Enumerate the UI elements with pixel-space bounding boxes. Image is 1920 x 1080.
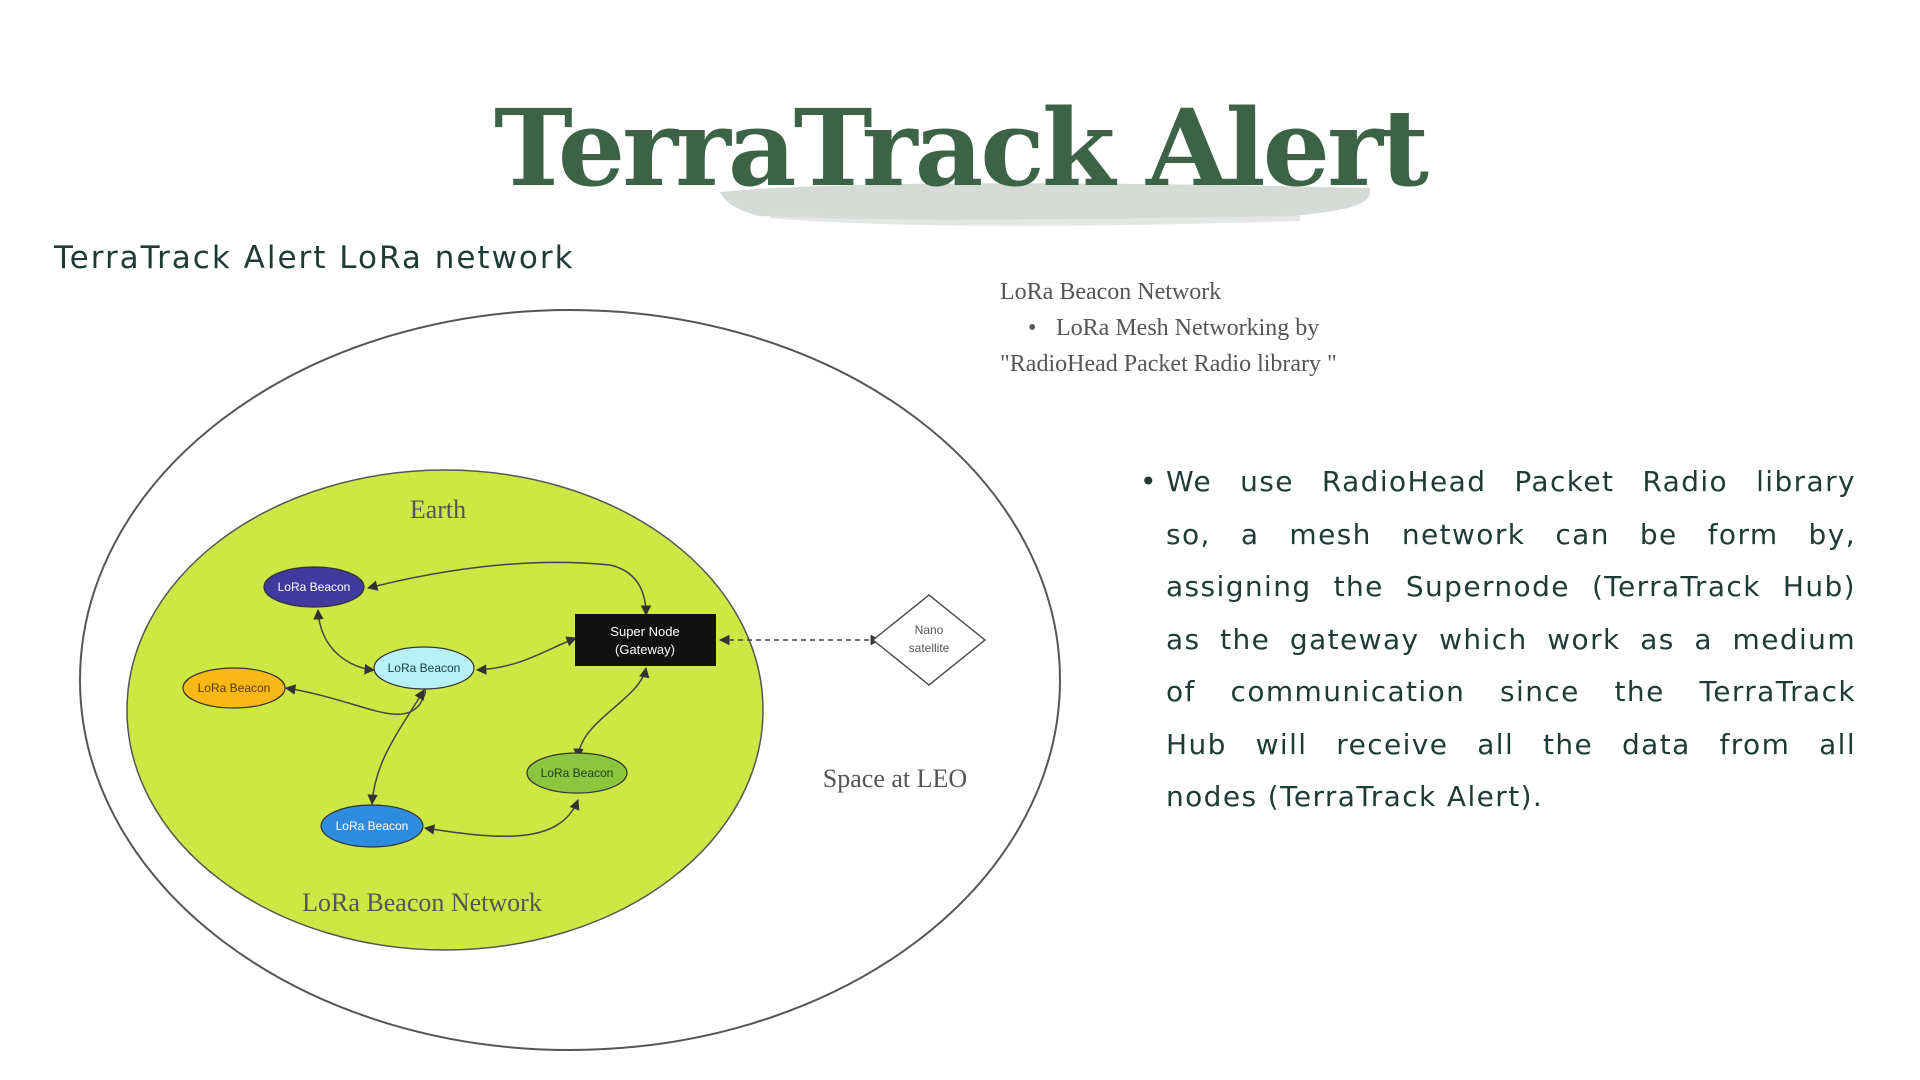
satellite-label-line1: Nano	[915, 623, 944, 637]
link-beacon-beacon	[313, 608, 376, 675]
title-banner: TerraTrack Alert	[0, 70, 1920, 240]
nano-satellite-node: Nano satellite	[871, 594, 987, 686]
description-line: of communication since the TerraTrack	[1166, 675, 1856, 708]
description-line: We use RadioHead Packet Radio library	[1166, 465, 1856, 498]
bullet-icon: •	[1140, 465, 1158, 498]
beacon-label: LoRa Beacon	[198, 681, 271, 695]
earth-region	[126, 469, 764, 951]
bullet-icon: •	[1028, 315, 1037, 341]
note-continuation: "RadioHead Packet Radio library "	[1000, 351, 1337, 377]
brush-stroke-decoration	[720, 183, 1371, 226]
satellite-label-line2: satellite	[909, 641, 950, 655]
note-heading: LoRa Beacon Network	[1000, 279, 1222, 305]
section-heading: TerraTrack Alert LoRa network	[54, 240, 575, 276]
page-title: TerraTrack Alert	[494, 85, 1429, 210]
link-beacon-gateway-2	[475, 636, 577, 675]
space-boundary	[79, 309, 1061, 1051]
space-label: Space at LEO	[823, 764, 967, 793]
description-line: assigning the Supernode (TerraTrack Hub)	[1166, 570, 1856, 603]
description-line: Hub will receive all the data from all	[1166, 727, 1856, 761]
gateway-label-line1: Super Node	[610, 624, 679, 639]
super-node-gateway: Super Node (Gateway)	[575, 614, 716, 666]
link-gateway-beacon	[573, 666, 650, 760]
description-line: nodes (TerraTrack Alert).	[1166, 780, 1544, 813]
beacon-label: LoRa Beacon	[336, 819, 409, 833]
lora-beacon-node: LoRa Beacon	[263, 566, 365, 608]
beacon-label: LoRa Beacon	[388, 661, 461, 675]
description-bullet: • We use RadioHead Packet Radio library …	[1140, 456, 1856, 824]
connection-links	[284, 561, 882, 837]
lora-beacon-node: LoRa Beacon	[182, 667, 286, 709]
lora-beacon-node: LoRa Beacon	[320, 804, 424, 848]
network-label: LoRa Beacon Network	[302, 888, 542, 917]
lora-beacon-node: LoRa Beacon	[373, 646, 475, 690]
lora-beacon-node: LoRa Beacon	[526, 752, 628, 794]
gateway-label-line2: (Gateway)	[615, 642, 675, 657]
beacon-label: LoRa Beacon	[278, 580, 351, 594]
link-beacon-beacon-4	[423, 799, 580, 837]
note-bullet-item: • LoRa Mesh Networking by	[1000, 310, 1420, 346]
description-line: so, a mesh network can be form by,	[1166, 517, 1856, 551]
beacon-label: LoRa Beacon	[541, 766, 614, 780]
description-line: as the gateway which work as a medium	[1166, 622, 1856, 656]
link-beacon-beacon-3	[367, 689, 425, 806]
note-bullet-text: LoRa Mesh Networking by	[1056, 315, 1320, 341]
link-beacon-gateway	[366, 561, 652, 617]
earth-label: Earth	[410, 495, 466, 524]
beacon-network-note: LoRa Beacon Network • LoRa Mesh Networkin…	[1000, 274, 1420, 382]
